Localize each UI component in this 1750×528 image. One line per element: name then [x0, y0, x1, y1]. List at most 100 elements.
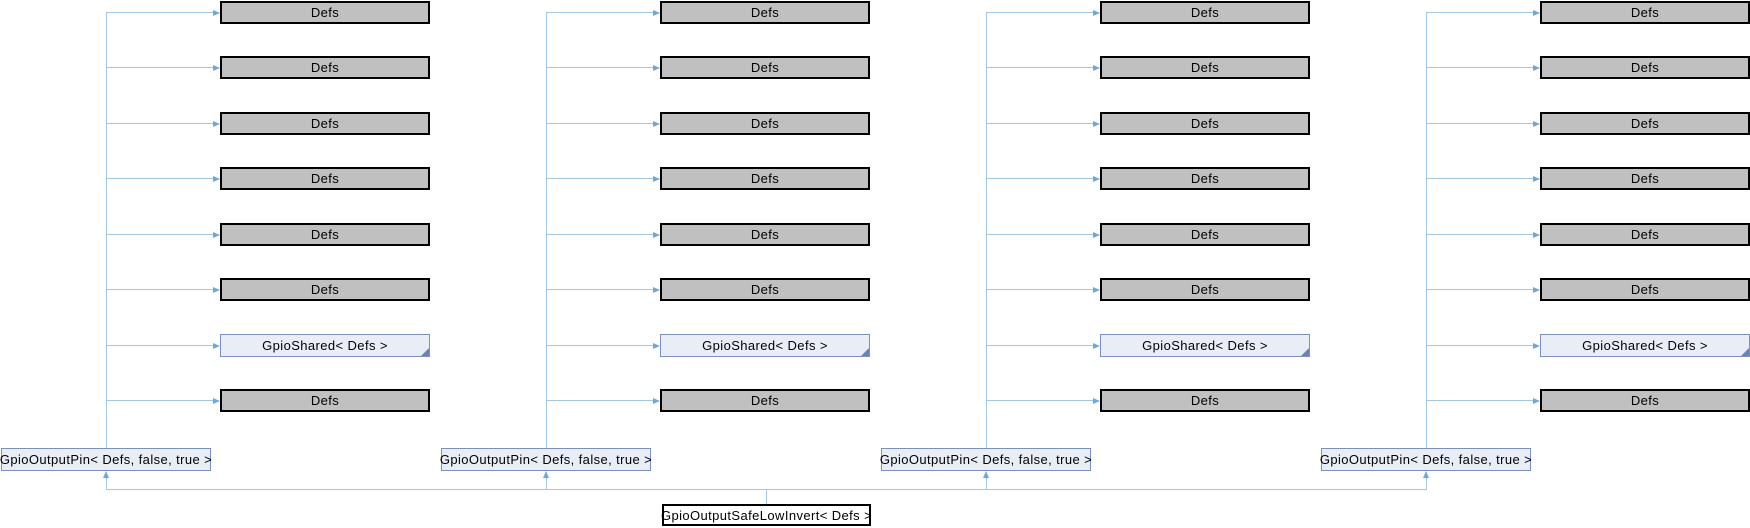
class-node-defs: Defs — [660, 278, 870, 301]
class-node-defs: Defs — [660, 389, 870, 412]
class-node-label: Defs — [1190, 393, 1220, 408]
class-node-label: GpioOutputPin< Defs, false, true > — [1319, 452, 1533, 467]
edge-branch-line — [1426, 67, 1533, 68]
edge-branch-line — [106, 345, 213, 346]
edge-branch-line — [546, 178, 653, 179]
arrowhead-right-icon — [1533, 176, 1540, 182]
class-node-gpiooutputpin[interactable]: GpioOutputPin< Defs, false, true > — [879, 448, 1093, 471]
class-node-gpiooutputpin[interactable]: GpioOutputPin< Defs, false, true > — [1319, 448, 1533, 471]
arrowhead-up-icon — [543, 471, 549, 478]
edge-branch-line — [106, 67, 213, 68]
class-node-defs: Defs — [1540, 112, 1750, 135]
edge-branch-line — [546, 400, 653, 401]
edge-branch-line — [546, 345, 653, 346]
class-node-defs: Defs — [220, 112, 430, 135]
edge-branch-line — [1426, 234, 1533, 235]
class-node-label: GpioOutputPin< Defs, false, true > — [0, 452, 213, 467]
edge-stub-line — [986, 478, 987, 489]
edge-riser-line — [766, 490, 767, 504]
edge-branch-line — [546, 67, 653, 68]
class-node-label: Defs — [750, 227, 780, 242]
edge-branch-line — [106, 400, 213, 401]
class-node-defs: Defs — [660, 1, 870, 24]
class-node-label: Defs — [310, 282, 340, 297]
class-node-label: Defs — [1630, 171, 1660, 186]
class-node-label: GpioOutputPin< Defs, false, true > — [879, 452, 1093, 467]
class-node-gpioshared[interactable]: GpioShared< Defs > — [1540, 334, 1750, 357]
arrowhead-right-icon — [213, 121, 220, 127]
class-node-gpiooutputpin[interactable]: GpioOutputPin< Defs, false, true > — [0, 448, 213, 471]
class-node-defs: Defs — [1540, 389, 1750, 412]
class-node-label: Defs — [1630, 60, 1660, 75]
arrowhead-up-icon — [1423, 471, 1429, 478]
arrowhead-right-icon — [1533, 398, 1540, 404]
class-node-label: Defs — [1190, 116, 1220, 131]
class-node-defs: Defs — [220, 223, 430, 246]
edge-branch-line — [106, 12, 213, 13]
edge-stub-line — [546, 478, 547, 489]
edge-stub-line — [106, 478, 107, 489]
folded-corner-icon — [861, 348, 869, 356]
class-node-defs: Defs — [1540, 223, 1750, 246]
edge-branch-line — [986, 178, 1093, 179]
class-node-label: Defs — [1630, 5, 1660, 20]
class-node-label: Defs — [750, 282, 780, 297]
arrowhead-up-icon — [983, 471, 989, 478]
edge-branch-line — [986, 345, 1093, 346]
edge-branch-line — [1426, 178, 1533, 179]
class-node-defs: Defs — [660, 56, 870, 79]
edge-branch-line — [1426, 345, 1533, 346]
class-node-defs: Defs — [220, 1, 430, 24]
arrowhead-right-icon — [1093, 65, 1100, 71]
arrowhead-right-icon — [653, 176, 660, 182]
edge-branch-line — [106, 234, 213, 235]
class-node-defs: Defs — [220, 167, 430, 190]
class-node-defs: Defs — [1100, 112, 1310, 135]
class-node-defs: Defs — [220, 56, 430, 79]
arrowhead-right-icon — [1093, 10, 1100, 16]
class-node-label: Defs — [310, 171, 340, 186]
class-node-label: Defs — [750, 171, 780, 186]
arrowhead-right-icon — [213, 65, 220, 71]
edge-branch-line — [546, 123, 653, 124]
arrowhead-right-icon — [1093, 343, 1100, 349]
edge-branch-line — [106, 289, 213, 290]
class-node-defs: Defs — [1100, 389, 1310, 412]
class-node-label: GpioShared< Defs > — [262, 338, 388, 353]
arrowhead-right-icon — [1093, 121, 1100, 127]
class-node-label: GpioOutputPin< Defs, false, true > — [439, 452, 653, 467]
class-node-defs: Defs — [1540, 278, 1750, 301]
arrowhead-right-icon — [653, 10, 660, 16]
arrowhead-right-icon — [1533, 65, 1540, 71]
folded-corner-icon — [1301, 348, 1309, 356]
class-node-gpiooutputpin[interactable]: GpioOutputPin< Defs, false, true > — [439, 448, 653, 471]
class-node-gpioshared[interactable]: GpioShared< Defs > — [1100, 334, 1310, 357]
class-node-defs: Defs — [1100, 56, 1310, 79]
class-node-gpioshared[interactable]: GpioShared< Defs > — [220, 334, 430, 357]
arrowhead-up-icon — [103, 471, 109, 478]
class-node-label: Defs — [750, 116, 780, 131]
edge-trunk-line — [1426, 12, 1427, 448]
arrowhead-right-icon — [653, 232, 660, 238]
class-node-gpioshared[interactable]: GpioShared< Defs > — [660, 334, 870, 357]
class-node-defs: Defs — [220, 278, 430, 301]
edge-branch-line — [106, 178, 213, 179]
class-node-label: Defs — [1630, 116, 1660, 131]
arrowhead-right-icon — [1533, 343, 1540, 349]
arrowhead-right-icon — [1093, 398, 1100, 404]
class-node-label: GpioOutputSafeLowInvert< Defs > — [660, 507, 873, 523]
class-node-label: Defs — [750, 393, 780, 408]
arrowhead-right-icon — [1533, 121, 1540, 127]
class-node-label: Defs — [1190, 227, 1220, 242]
edge-branch-line — [546, 12, 653, 13]
edge-trunk-line — [546, 12, 547, 448]
folded-corner-icon — [421, 348, 429, 356]
class-node-label: Defs — [750, 60, 780, 75]
class-node-defs: Defs — [660, 167, 870, 190]
class-node-label: Defs — [1190, 171, 1220, 186]
class-node-defs: Defs — [660, 223, 870, 246]
class-node-defs: Defs — [1100, 167, 1310, 190]
edge-branch-line — [986, 234, 1093, 235]
class-node-label: Defs — [310, 60, 340, 75]
class-node-defs: Defs — [660, 112, 870, 135]
